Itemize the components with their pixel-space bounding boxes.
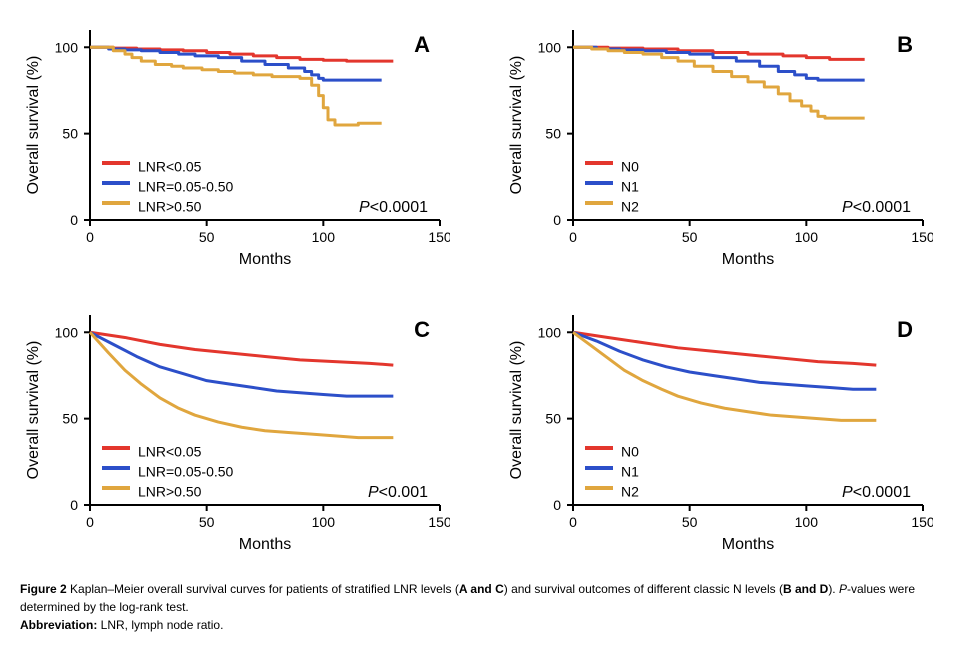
svg-text:50: 50 [545, 411, 561, 427]
caption-bold2: B and D [783, 582, 828, 596]
svg-text:0: 0 [86, 229, 94, 245]
svg-text:P<0.0001: P<0.0001 [359, 199, 428, 216]
svg-text:50: 50 [199, 229, 215, 245]
svg-text:C: C [414, 317, 430, 342]
svg-text:100: 100 [312, 514, 336, 530]
abbrev-text: LNR, lymph node ratio. [101, 618, 224, 632]
svg-text:A: A [414, 32, 430, 57]
svg-text:D: D [897, 317, 913, 342]
svg-text:100: 100 [312, 229, 336, 245]
svg-text:100: 100 [55, 324, 79, 340]
svg-text:100: 100 [55, 39, 79, 55]
svg-text:100: 100 [794, 229, 818, 245]
svg-text:LNR=0.05-0.50: LNR=0.05-0.50 [138, 464, 234, 480]
svg-text:150: 150 [428, 229, 450, 245]
svg-text:50: 50 [199, 514, 215, 530]
svg-text:100: 100 [537, 324, 561, 340]
svg-text:Months: Months [721, 536, 773, 553]
svg-text:0: 0 [553, 212, 561, 228]
svg-text:N1: N1 [621, 464, 639, 480]
svg-text:0: 0 [70, 212, 78, 228]
panel-c: 0 50 100 150 0 50 100 Months Overall survival (%… [20, 305, 463, 560]
svg-text:150: 150 [428, 514, 450, 530]
svg-text:N1: N1 [621, 179, 639, 195]
caption-prefix: Figure 2 [20, 582, 70, 596]
caption-ital: P [839, 582, 847, 596]
svg-text:P<0.001: P<0.001 [368, 484, 428, 501]
svg-text:LNR=0.05-0.50: LNR=0.05-0.50 [138, 179, 234, 195]
chart-grid: 0 50 100 150 0 50 100 Months Overall survival (%… [20, 20, 945, 560]
svg-text:LNR<0.05: LNR<0.05 [138, 159, 202, 175]
svg-text:Overall survival (%): Overall survival (%) [25, 56, 42, 195]
svg-text:LNR>0.50: LNR>0.50 [138, 484, 202, 500]
svg-text:Months: Months [239, 536, 291, 553]
svg-text:N2: N2 [621, 484, 639, 500]
svg-text:Months: Months [239, 251, 291, 268]
svg-text:LNR>0.50: LNR>0.50 [138, 199, 202, 215]
svg-text:150: 150 [911, 229, 933, 245]
svg-text:50: 50 [681, 514, 697, 530]
svg-text:P<0.0001: P<0.0001 [842, 199, 911, 216]
svg-text:50: 50 [62, 411, 78, 427]
svg-text:50: 50 [681, 229, 697, 245]
caption-bold1: A and C [459, 582, 504, 596]
caption-body2: ) and survival outcomes of different cla… [504, 582, 783, 596]
svg-text:Overall survival (%): Overall survival (%) [25, 341, 42, 480]
svg-text:0: 0 [70, 497, 78, 513]
svg-text:N0: N0 [621, 444, 639, 460]
svg-text:Months: Months [721, 251, 773, 268]
svg-text:P<0.0001: P<0.0001 [842, 484, 911, 501]
caption-body3: ). [828, 582, 839, 596]
svg-text:B: B [897, 32, 913, 57]
figure-caption: Figure 2 Kaplan–Meier overall survival c… [20, 580, 945, 634]
svg-text:150: 150 [911, 514, 933, 530]
svg-text:0: 0 [86, 514, 94, 530]
panel-b: 0 50 100 150 0 50 100 Months Overall survival (%… [503, 20, 946, 275]
panel-d: 0 50 100 150 0 50 100 Months Overall survival (%… [503, 305, 946, 560]
svg-text:50: 50 [545, 126, 561, 142]
svg-text:N2: N2 [621, 199, 639, 215]
svg-text:100: 100 [537, 39, 561, 55]
svg-text:Overall survival (%): Overall survival (%) [508, 56, 525, 195]
svg-text:0: 0 [569, 229, 577, 245]
svg-text:N0: N0 [621, 159, 639, 175]
svg-text:Overall survival (%): Overall survival (%) [508, 341, 525, 480]
panel-a: 0 50 100 150 0 50 100 Months Overall survival (%… [20, 20, 463, 275]
svg-text:0: 0 [553, 497, 561, 513]
svg-text:0: 0 [569, 514, 577, 530]
svg-text:50: 50 [62, 126, 78, 142]
caption-body1: Kaplan–Meier overall survival curves for… [70, 582, 459, 596]
abbrev-label: Abbreviation: [20, 618, 101, 632]
svg-text:LNR<0.05: LNR<0.05 [138, 444, 202, 460]
svg-text:100: 100 [794, 514, 818, 530]
